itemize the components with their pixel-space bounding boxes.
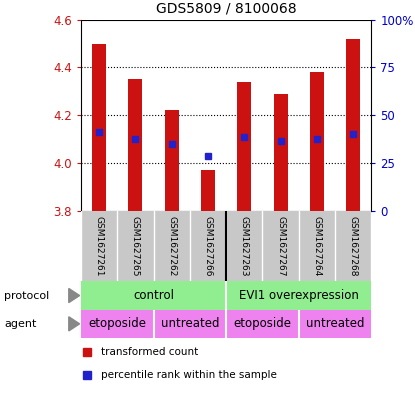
Text: agent: agent — [4, 319, 37, 329]
Bar — [165, 110, 178, 211]
Bar — [274, 94, 288, 211]
Bar — [129, 79, 142, 211]
Text: control: control — [133, 289, 174, 302]
Text: untreated: untreated — [161, 317, 219, 331]
Text: GSM1627268: GSM1627268 — [349, 216, 358, 276]
Text: etoposide: etoposide — [88, 317, 146, 331]
Text: GSM1627264: GSM1627264 — [312, 216, 322, 276]
Text: transformed count: transformed count — [101, 347, 198, 357]
Text: GSM1627266: GSM1627266 — [203, 216, 212, 276]
Polygon shape — [69, 317, 80, 331]
Text: GSM1627262: GSM1627262 — [167, 216, 176, 276]
Text: GSM1627263: GSM1627263 — [240, 216, 249, 276]
Text: GSM1627267: GSM1627267 — [276, 216, 285, 276]
Text: EVI1 overexpression: EVI1 overexpression — [239, 289, 359, 302]
Bar — [310, 72, 324, 211]
Title: GDS5809 / 8100068: GDS5809 / 8100068 — [156, 2, 296, 16]
Text: GSM1627261: GSM1627261 — [95, 216, 104, 276]
Polygon shape — [69, 288, 80, 303]
Bar — [92, 44, 106, 211]
Text: percentile rank within the sample: percentile rank within the sample — [101, 370, 277, 380]
Text: untreated: untreated — [306, 317, 364, 331]
Text: etoposide: etoposide — [234, 317, 291, 331]
Bar — [201, 170, 215, 211]
Text: protocol: protocol — [4, 290, 49, 301]
Bar — [347, 39, 360, 211]
Bar — [237, 82, 251, 211]
Text: GSM1627265: GSM1627265 — [131, 216, 140, 276]
